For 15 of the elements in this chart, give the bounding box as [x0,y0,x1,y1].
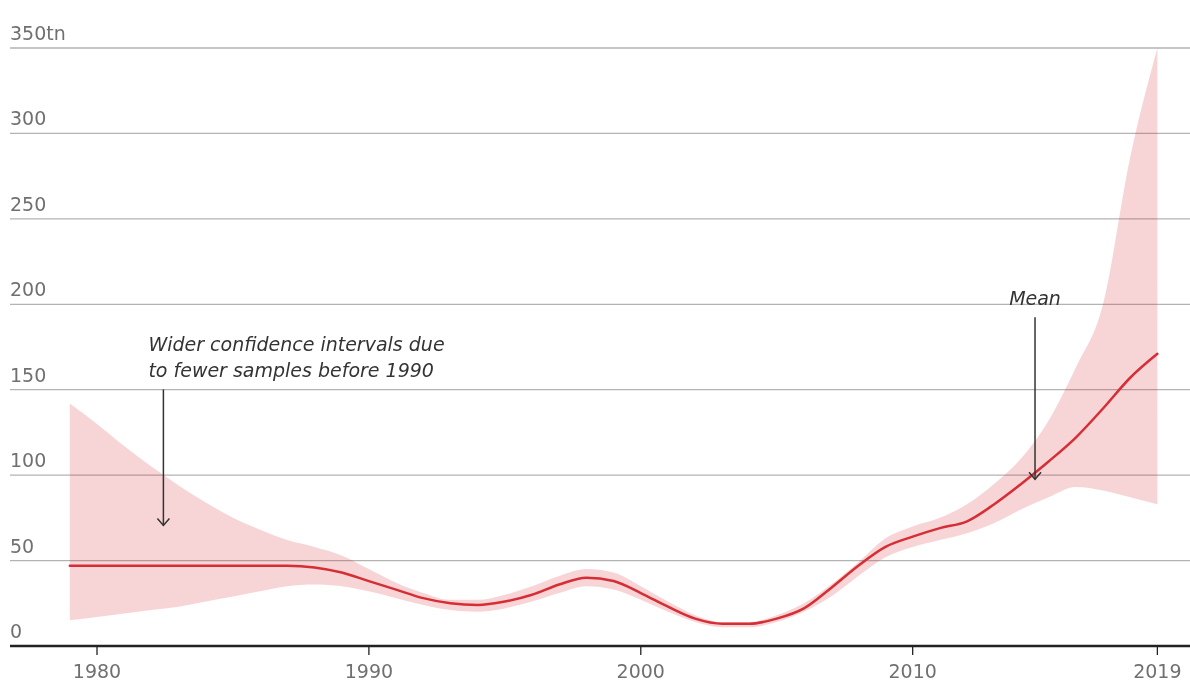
y-tick-label: 50 [10,534,35,557]
annotation: Wider confidence intervals due to fewer samples before 1990 [148,333,445,382]
x-tick-label: 2019 [1133,660,1182,682]
annotation: Mean [1009,287,1061,310]
y-tick-label: 100 [10,449,47,472]
y-tick-label: 300 [10,107,47,130]
y-tick-label: 250 [10,192,47,215]
y-tick-label: 150 [10,363,47,386]
y-tick-label: 200 [10,278,47,301]
y-tick-label: 350tn [10,22,66,44]
y-tick-label: 0 [10,620,23,642]
x-tick-label: 2010 [888,660,937,682]
x-tick-label: 1990 [344,660,394,682]
x-tick-label: 1980 [72,660,122,682]
x-tick-label: 2000 [616,660,665,682]
